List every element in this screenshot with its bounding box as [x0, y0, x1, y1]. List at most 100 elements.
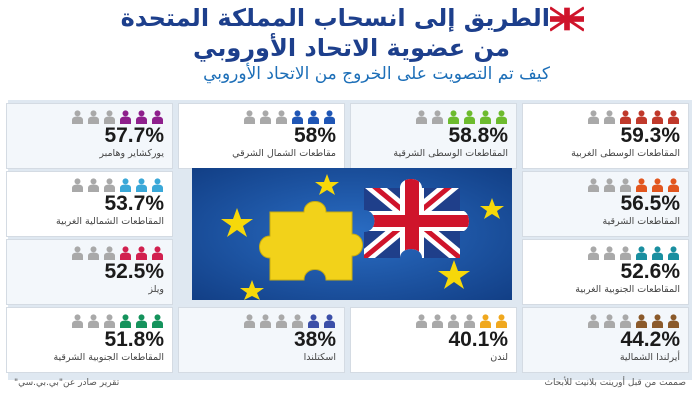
person-icon [432, 110, 443, 124]
region-name: يوركشاير وهامبر [99, 148, 164, 159]
person-icon [104, 110, 115, 124]
percentage: 44.2% [620, 328, 680, 351]
region-name: المقاطعات الشمالية الغربية [56, 216, 164, 227]
people-icons [243, 314, 336, 328]
region-name: اسكتلندا [303, 352, 336, 363]
footer-source: تقرير صادر عن"بي.بي.سي" [14, 378, 120, 388]
percentage: 56.5% [620, 192, 680, 215]
region-name: المقاطعات الشرقية [602, 216, 680, 227]
person-icon [72, 110, 83, 124]
person-icon [324, 110, 335, 124]
people-icons [71, 110, 164, 124]
person-icon [416, 110, 427, 124]
people-icons [243, 110, 336, 124]
region-card: 44.2% أيرلندا الشمالية [523, 308, 688, 372]
percentage: 52.6% [620, 260, 680, 283]
person-icon [104, 246, 115, 260]
star-icon [480, 198, 504, 219]
region-card: 52.6% المقاطعات الجنوبية الغربية [523, 240, 688, 304]
people-icons [415, 110, 508, 124]
footer-credit: صممت من قبل أورينت بلانيت للأبحاث [544, 378, 686, 388]
percentage: 40.1% [448, 328, 508, 351]
stats-panel: 59.3% المقاطعات الوسطى الغربية 58.8% الم… [7, 100, 692, 380]
region-name: المقاطعات الوسطى الغربية [571, 148, 680, 159]
title-line-1: الطريق إلى انسحاب المملكة المتحدة [120, 4, 550, 32]
person-icon [120, 110, 131, 124]
region-name: ويلز [148, 284, 164, 295]
star-icon [315, 174, 339, 195]
percentage: 58.8% [448, 124, 508, 147]
person-icon [636, 314, 647, 328]
region-card: 58.8% المقاطعات الوسطى الشرقية [351, 104, 516, 168]
person-icon [120, 178, 131, 192]
person-icon [244, 314, 255, 328]
person-icon [152, 178, 163, 192]
person-icon [152, 110, 163, 124]
percentage: 38% [293, 328, 336, 351]
puzzle-illustration [192, 168, 512, 300]
person-icon [308, 314, 319, 328]
person-icon [72, 246, 83, 260]
person-icon [120, 314, 131, 328]
person-icon [668, 314, 679, 328]
person-icon [480, 314, 491, 328]
person-icon [72, 178, 83, 192]
people-icons [587, 314, 680, 328]
people-icons [587, 246, 680, 260]
region-name: المقاطعات الجنوبية الغربية [575, 284, 680, 295]
star-icon [240, 280, 264, 300]
person-icon [620, 178, 631, 192]
person-icon [416, 314, 427, 328]
person-icon [104, 178, 115, 192]
uk-flag-icon [550, 6, 584, 32]
region-card: 52.5% ويلز [7, 240, 172, 304]
person-icon [668, 246, 679, 260]
region-name: المقاطعات الجنوبية الشرقية [53, 352, 164, 363]
person-icon [448, 110, 459, 124]
person-icon [668, 178, 679, 192]
person-icon [448, 314, 459, 328]
person-icon [432, 314, 443, 328]
region-card: 57.7% يوركشاير وهامبر [7, 104, 172, 168]
person-icon [604, 110, 615, 124]
person-icon [604, 246, 615, 260]
person-icon [120, 246, 131, 260]
people-icons [71, 246, 164, 260]
person-icon [588, 110, 599, 124]
region-card: 51.8% المقاطعات الجنوبية الشرقية [7, 308, 172, 372]
person-icon [652, 110, 663, 124]
percentage: 57.7% [104, 124, 164, 147]
person-icon [152, 246, 163, 260]
person-icon [72, 314, 83, 328]
region-card: 56.5% المقاطعات الشرقية [523, 172, 688, 236]
person-icon [88, 110, 99, 124]
region-name: المقاطعات الوسطى الشرقية [393, 148, 508, 159]
person-icon [588, 314, 599, 328]
person-icon [620, 110, 631, 124]
star-icon [438, 260, 470, 289]
person-icon [136, 314, 147, 328]
person-icon [88, 314, 99, 328]
subtitle: كيف تم التصويت على الخروج من الاتحاد الأ… [203, 64, 550, 84]
region-name: أيرلندا الشمالية [619, 352, 680, 363]
eu-uk-puzzle-image [192, 168, 512, 300]
person-icon [652, 246, 663, 260]
person-icon [480, 110, 491, 124]
person-icon [324, 314, 335, 328]
percentage: 53.7% [104, 192, 164, 215]
person-icon [604, 178, 615, 192]
person-icon [620, 314, 631, 328]
person-icon [152, 314, 163, 328]
people-icons [71, 178, 164, 192]
region-name: لندن [490, 352, 508, 363]
region-card: 40.1% لندن [351, 308, 516, 372]
person-icon [260, 314, 271, 328]
region-card: 38% اسكتلندا [179, 308, 344, 372]
person-icon [588, 178, 599, 192]
person-icon [652, 314, 663, 328]
person-icon [668, 110, 679, 124]
person-icon [496, 314, 507, 328]
person-icon [308, 110, 319, 124]
person-icon [276, 110, 287, 124]
percentage: 59.3% [620, 124, 680, 147]
